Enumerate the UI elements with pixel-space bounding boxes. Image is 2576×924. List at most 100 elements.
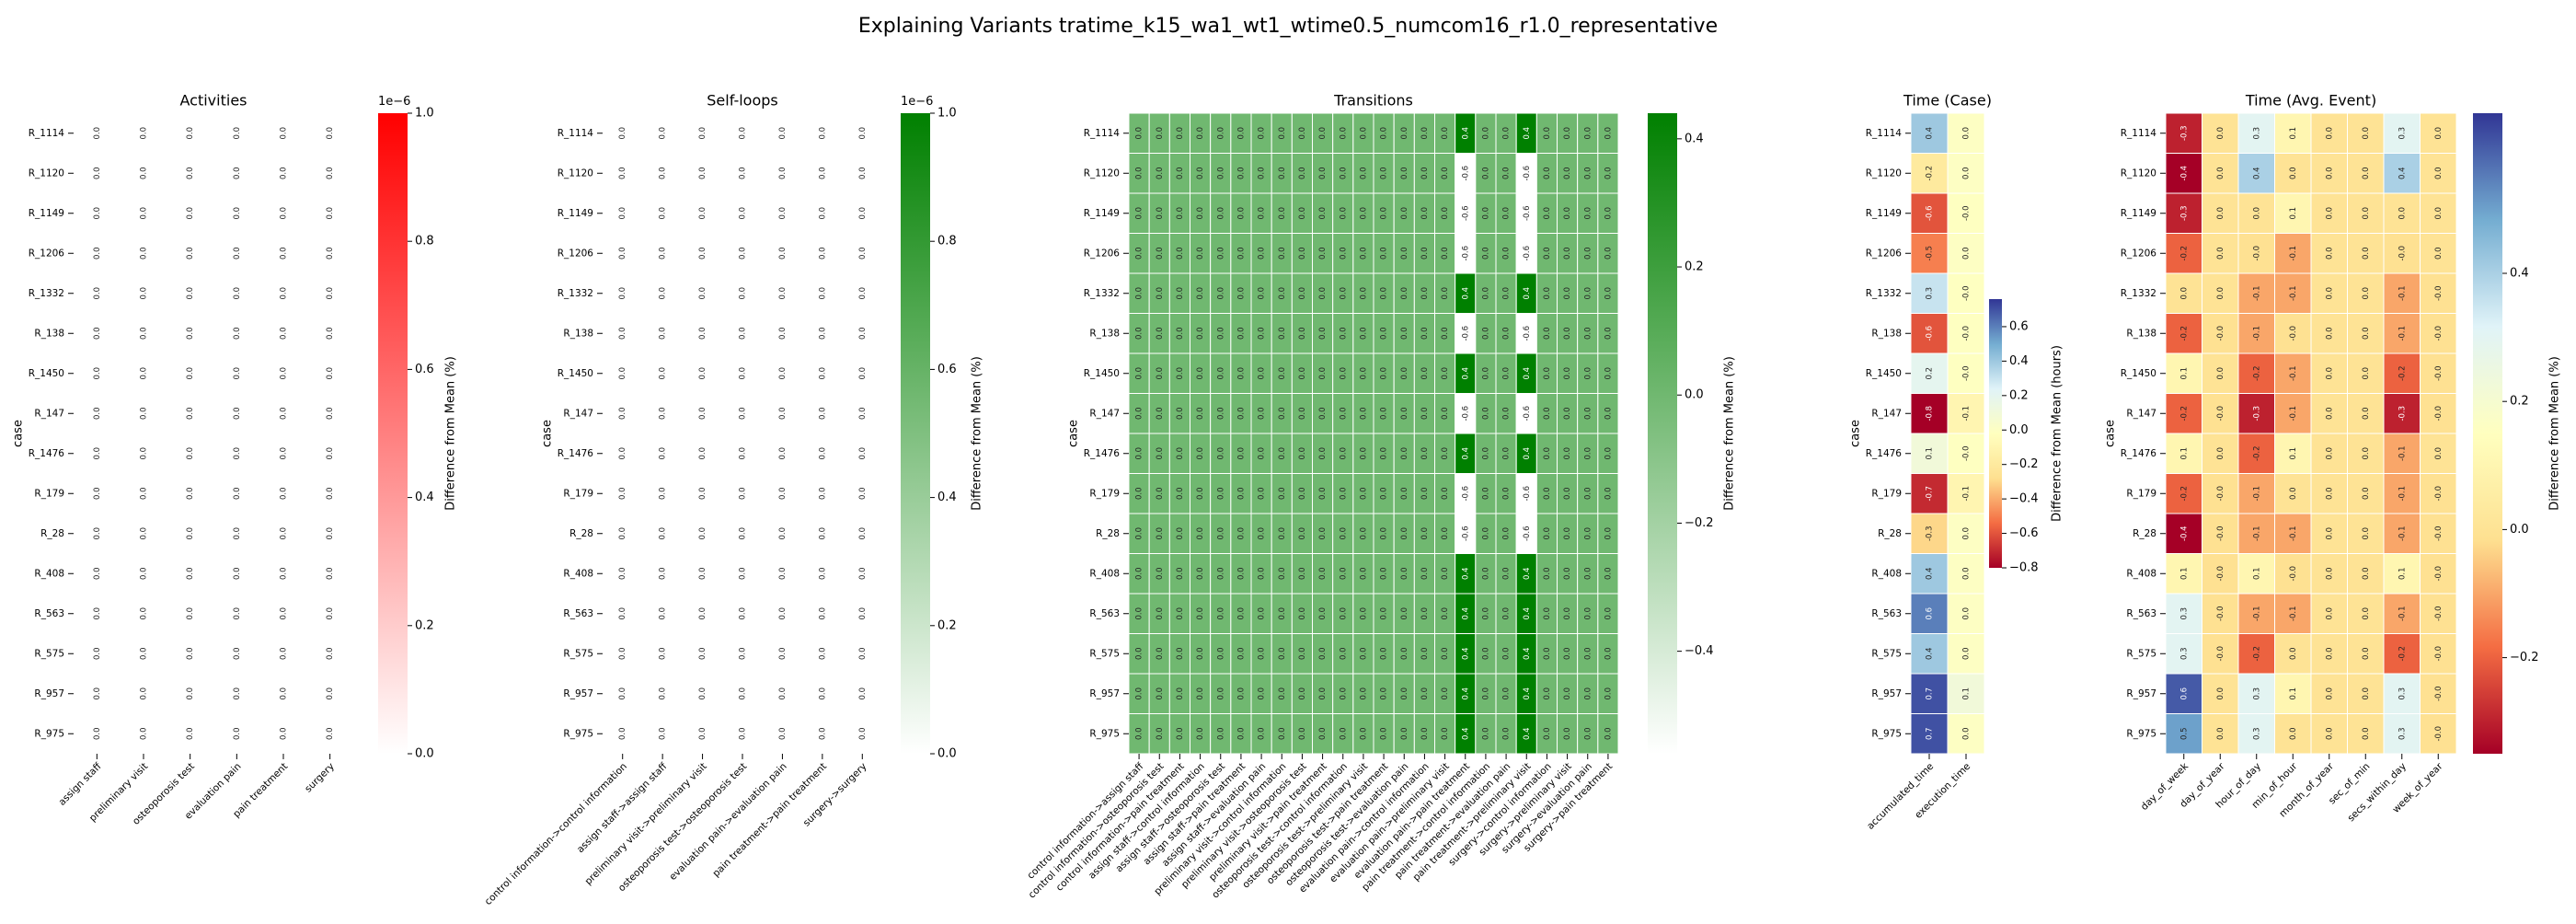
heatmap-cell <box>682 473 723 514</box>
cell-label: 0.0 <box>2362 327 2371 340</box>
cell-label: 0.0 <box>233 367 242 380</box>
cell-label: 0.6 <box>2179 687 2189 700</box>
cell-label: 0.0 <box>233 207 242 220</box>
cell-label: -0.1 <box>2252 486 2261 502</box>
cell-label: 0.0 <box>186 207 195 220</box>
heatmap-cell <box>1947 713 1985 755</box>
cell-label: 0.0 <box>1400 727 1409 740</box>
cell-label: 0.0 <box>1135 567 1144 580</box>
y-tick-label: R_147 <box>1871 408 1902 419</box>
y-tick-label: R_563 <box>2126 608 2156 619</box>
heatmap-cell <box>602 272 643 314</box>
heatmap-cell <box>2420 192 2457 234</box>
x-tick-label: accumulated_time <box>1865 761 1936 832</box>
cell-label: 0.0 <box>140 607 149 620</box>
heatmap-cell <box>801 192 844 234</box>
y-tick-label: R_1114 <box>1084 128 1121 139</box>
y-tick-label: R_147 <box>563 408 593 419</box>
heatmap-cell <box>2420 272 2457 314</box>
heatmap-cell <box>2165 313 2202 354</box>
cell-label: 0.0 <box>1278 287 1287 300</box>
heatmap-cell <box>120 513 167 554</box>
cell-label: 0.0 <box>93 407 102 420</box>
cell-label: 0.0 <box>1236 287 1246 300</box>
cell-label: 0.0 <box>858 407 868 420</box>
cell-label: 0.0 <box>140 287 149 300</box>
cell-label: 0.0 <box>858 167 868 179</box>
heatmap-cell <box>2420 593 2457 634</box>
cell-label: 0.0 <box>1298 487 1307 500</box>
cell-label: 0.0 <box>1441 687 1450 700</box>
cell-label: 0.0 <box>1318 127 1328 140</box>
cell-label: 0.0 <box>1278 407 1287 420</box>
heatmap-cell <box>213 272 261 314</box>
y-axis-label: case <box>2104 420 2118 447</box>
cell-label: 0.0 <box>1604 167 1613 179</box>
cell-label: 0.0 <box>280 687 289 700</box>
cell-label: 0.0 <box>858 487 868 500</box>
cell-label: 0.0 <box>1543 287 1552 300</box>
cell-label: 0.0 <box>93 327 102 340</box>
cell-label: 0.0 <box>1298 447 1307 460</box>
colorbar-tick-label: 0.4 <box>937 491 957 504</box>
cell-label: 0.0 <box>1441 367 1450 380</box>
cell-label: 0.0 <box>1380 607 1389 620</box>
cell-label: 0.0 <box>1135 687 1144 700</box>
cell-label: 0.0 <box>1420 247 1430 260</box>
heatmap-cell <box>842 192 883 234</box>
cell-label: 0.0 <box>186 407 195 420</box>
heatmap-cell <box>1947 233 1985 274</box>
cell-label: -0.4 <box>2179 526 2189 541</box>
cell-label: 0.0 <box>1543 487 1552 500</box>
cell-label: 0.0 <box>140 407 149 420</box>
cell-label: 0.0 <box>1962 567 1972 580</box>
cell-label: 0.1 <box>2289 687 2298 700</box>
cell-label: -0.6 <box>1523 526 1532 541</box>
cell-label: 0.0 <box>1236 487 1246 500</box>
y-tick-label: R_1476 <box>1866 448 1903 459</box>
cell-label: 0.0 <box>1563 167 1572 179</box>
cell-label: 0.4 <box>1461 447 1470 460</box>
cell-label: 0.0 <box>93 687 102 700</box>
cell-label: 0.0 <box>698 607 707 620</box>
y-tick-label: R_1450 <box>29 368 64 379</box>
heatmap-cell <box>259 393 307 434</box>
cell-label: 0.0 <box>1135 647 1144 660</box>
heatmap-cell <box>842 153 883 194</box>
cell-label: 0.0 <box>1380 207 1389 220</box>
cell-label: 0.0 <box>2325 247 2334 260</box>
cell-label: 0.0 <box>93 287 102 300</box>
heatmap-cell <box>2383 313 2421 354</box>
colorbar <box>1648 113 1677 754</box>
heatmap-cell <box>213 192 261 234</box>
heatmap-cell <box>801 153 844 194</box>
cell-label: 0.4 <box>1523 367 1532 380</box>
cell-label: 0.0 <box>1380 567 1389 580</box>
cell-label: 0.0 <box>1543 327 1552 340</box>
cell-label: 0.1 <box>2252 567 2261 580</box>
cell-label: 0.0 <box>1583 687 1593 700</box>
y-tick-label: R_1120 <box>558 167 593 179</box>
cell-label: -0.6 <box>1461 486 1470 502</box>
cell-label: 0.3 <box>2179 607 2189 620</box>
cell-label: 0.0 <box>1135 127 1144 140</box>
heatmap-cell <box>682 673 723 714</box>
heatmap-cell <box>842 433 883 474</box>
colorbar-offset: 1e−6 <box>378 95 410 109</box>
cell-label: 0.0 <box>1258 447 1267 460</box>
cell-label: -0.0 <box>2434 726 2444 742</box>
heatmap-cell <box>120 352 167 394</box>
heatmap-cell <box>842 313 883 354</box>
cell-label: 0.0 <box>1380 447 1389 460</box>
heatmap-cell <box>721 433 764 474</box>
y-tick-label: R_147 <box>2126 408 2156 419</box>
heatmap-cell <box>801 673 844 714</box>
cell-label: 0.0 <box>2216 687 2225 700</box>
cell-label: 0.0 <box>1583 127 1593 140</box>
heatmap-cell <box>2347 593 2385 634</box>
cell-label: 0.0 <box>1502 207 1512 220</box>
y-tick-label: R_1476 <box>29 448 65 459</box>
colorbar-tick-label: 0.8 <box>937 235 957 248</box>
cell-label: 0.0 <box>2434 207 2444 220</box>
